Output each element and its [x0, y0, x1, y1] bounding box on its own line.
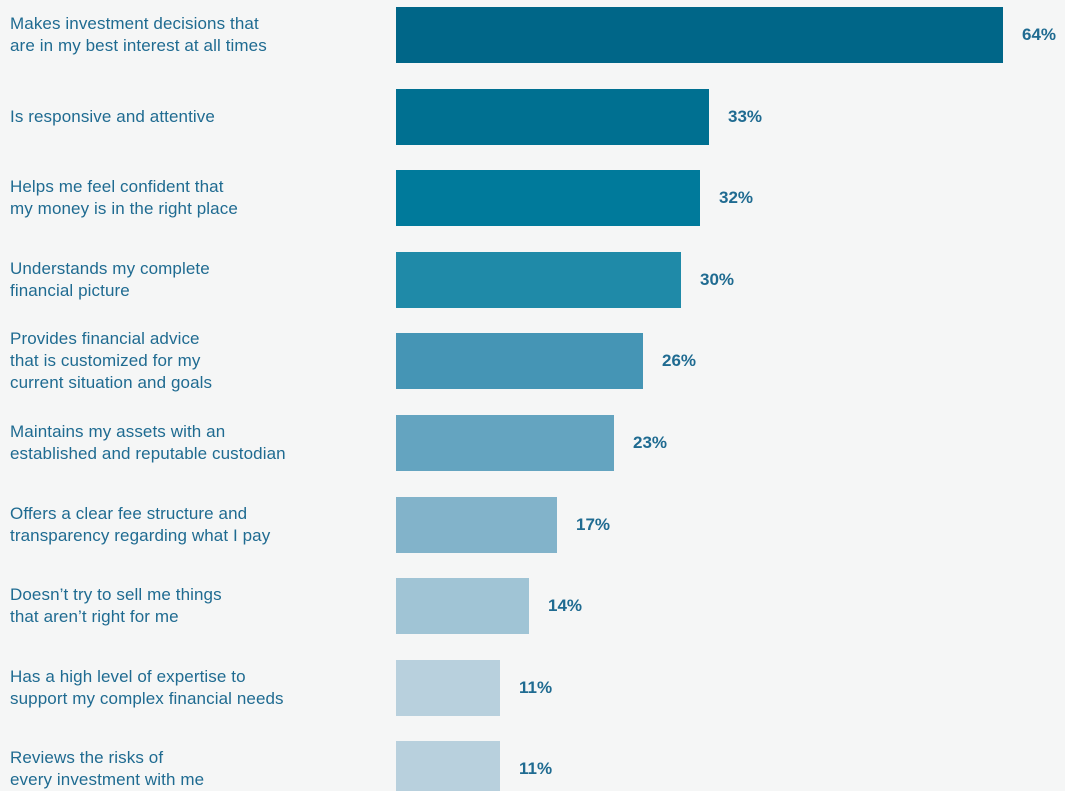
value-label: 64% [1022, 25, 1057, 44]
category-label: Helps me feel confident that my money is… [10, 177, 238, 219]
bar [396, 578, 529, 635]
bar-row: Is responsive and attentive 33% [0, 88, 1065, 145]
bar [396, 251, 681, 308]
value-label: 30% [700, 269, 735, 289]
category-label: Reviews the risks of every investment wi… [10, 748, 205, 790]
bar [396, 170, 700, 227]
value-label: 32% [719, 188, 754, 208]
bar [396, 88, 709, 145]
bar-row: Helps me feel confident that my money is… [0, 170, 1065, 227]
value-label: 26% [662, 351, 697, 371]
value-label: 11% [519, 759, 553, 779]
bar-row: Reviews the risks of every investment wi… [0, 741, 1065, 791]
category-label: Offers a clear fee structure and transpa… [10, 503, 271, 545]
bar [396, 415, 614, 471]
category-label: Is responsive and attentive [10, 106, 215, 126]
value-label: 14% [548, 596, 583, 616]
value-label: 17% [576, 514, 611, 534]
bar [396, 496, 557, 553]
value-label: 11% [519, 677, 553, 697]
bar-row: Makes investment decisions that are in m… [0, 7, 1065, 63]
category-label: Doesn’t try to sell me things that aren’… [10, 585, 222, 627]
bar-row: Has a high level of expertise to support… [0, 659, 1065, 716]
bar [396, 333, 643, 390]
category-label: Understands my complete financial pictur… [10, 258, 210, 300]
bar [396, 659, 500, 716]
value-label: 33% [728, 106, 763, 126]
category-label: Makes investment decisions that are in m… [10, 14, 267, 55]
category-label: Has a high level of expertise to support… [10, 666, 284, 708]
bar [396, 741, 500, 791]
category-label: Maintains my assets with an established … [10, 422, 286, 463]
bar [396, 7, 1003, 63]
bar-row: Doesn’t try to sell me things that aren’… [0, 578, 1065, 635]
bar-row: Offers a clear fee structure and transpa… [0, 496, 1065, 553]
bar-row: Provides financial advice that is custom… [0, 329, 1065, 392]
category-label: Provides financial advice that is custom… [10, 329, 213, 393]
bar-row: Maintains my assets with an established … [0, 415, 1065, 471]
value-label: 23% [633, 433, 668, 452]
bar-row: Understands my complete financial pictur… [0, 251, 1065, 308]
